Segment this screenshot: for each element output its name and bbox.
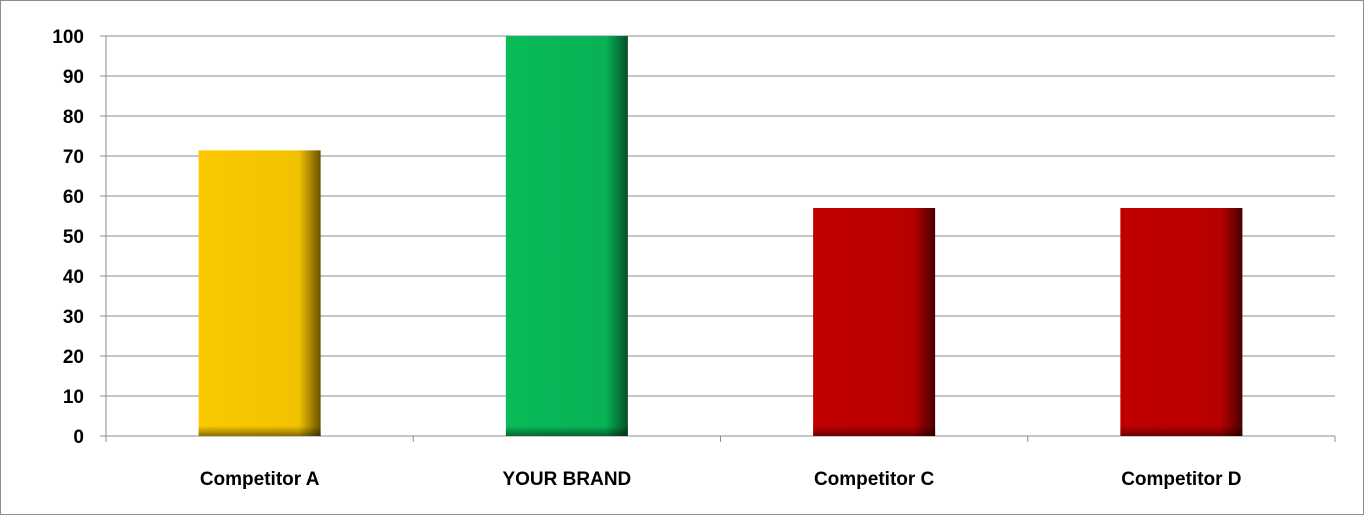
x-category-label: Competitor D — [1121, 469, 1241, 490]
y-tick-label: 70 — [63, 147, 84, 168]
y-tick-label: 100 — [52, 27, 84, 48]
y-tick-label: 40 — [63, 267, 84, 288]
y-tick-label: 90 — [63, 67, 84, 88]
bar-competitor-a — [198, 150, 321, 436]
x-category-label: Competitor A — [200, 469, 320, 490]
bar-shadow — [813, 426, 936, 436]
bar-shadow — [1120, 426, 1243, 436]
bars — [198, 36, 1243, 436]
axis-labels: 0 10 20 30 40 50 60 70 80 90 100 Competitor A YOUR B… — [52, 27, 1241, 490]
bar-shadow — [505, 426, 628, 436]
y-tick-label: 0 — [73, 427, 84, 448]
y-tick-label: 50 — [63, 227, 84, 248]
bar-competitor-d — [1120, 208, 1243, 436]
y-tick-label: 30 — [63, 307, 84, 328]
bar-your-brand — [505, 36, 628, 436]
x-category-label: Competitor C — [814, 469, 935, 490]
y-tick-label: 80 — [63, 107, 84, 128]
x-category-label: YOUR BRAND — [502, 469, 631, 490]
y-tick-label: 20 — [63, 347, 84, 368]
y-tick-label: 60 — [63, 187, 84, 208]
y-tick-label: 10 — [63, 387, 84, 408]
bar-shadow — [198, 426, 321, 436]
bar-competitor-c — [813, 208, 936, 436]
